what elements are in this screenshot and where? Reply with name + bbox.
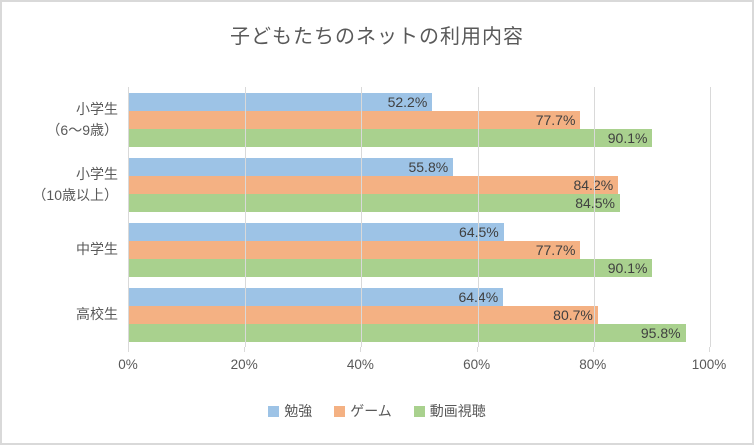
- bar-動画視聴: 84.5%: [129, 193, 620, 212]
- data-label: 52.2%: [387, 93, 428, 110]
- data-label: 84.5%: [575, 194, 615, 211]
- x-axis-tick: [476, 347, 478, 352]
- plot-area: 52.2% 77.7% 90.1% 55.8% 84.2%84.5% 64.5% 77.7%…: [128, 87, 711, 347]
- x-axis-tick: [128, 347, 129, 352]
- bar-group: 55.8% 84.2%84.5%: [129, 152, 710, 217]
- category-label: 小学生 （6〜9歳）: [46, 101, 118, 138]
- x-axis-tick: [592, 347, 594, 352]
- data-label: 84.2%: [573, 177, 618, 193]
- legend-label: ゲーム: [350, 403, 392, 419]
- legend-swatch-icon: [334, 405, 346, 417]
- legend-swatch-icon: [268, 405, 280, 417]
- bar-勉強: 64.5%: [129, 222, 504, 241]
- data-label: 80.7%: [553, 306, 593, 323]
- legend-item: ゲーム: [334, 401, 392, 421]
- gridline: [593, 87, 595, 347]
- legend-item: 動画視聴: [413, 401, 486, 421]
- chart-title: 子どもたちのネットの利用内容: [230, 26, 524, 48]
- legend-label: 動画視聴: [429, 403, 486, 419]
- x-axis-tick-label: 40%: [346, 357, 374, 372]
- gridline: [710, 87, 711, 347]
- data-label: 77.7%: [535, 111, 576, 128]
- data-label: 55.8%: [408, 158, 449, 175]
- legend-swatch-icon: [413, 405, 425, 417]
- bar-勉強: 55.8%: [129, 157, 454, 176]
- gridline: [361, 87, 363, 347]
- legend-label: 勉強: [284, 403, 313, 419]
- category-label: 小学生 （10歳以上）: [32, 166, 118, 203]
- category-label: 高校生: [76, 306, 118, 323]
- bar-ゲーム: 77.7%: [129, 240, 581, 259]
- bar-group: 52.2% 77.7% 90.1%: [129, 87, 710, 152]
- x-axis-tick-label: 80%: [579, 357, 607, 372]
- x-axis-tick: [360, 347, 362, 352]
- x-axis-tick: [244, 347, 246, 352]
- bar-動画視聴: 95.8%: [129, 323, 686, 342]
- legend: 勉強 ゲーム 動画視聴: [2, 401, 752, 421]
- bar-動画視聴: 90.1%: [129, 258, 653, 277]
- bar-ゲーム: 84.2%: [129, 175, 619, 194]
- x-axis-tick-label: 60%: [463, 357, 491, 372]
- gridline: [245, 87, 247, 347]
- x-axis-tick-label: 0%: [118, 357, 138, 372]
- bar-勉強: 52.2%: [129, 92, 433, 111]
- bar-勉強: 64.4%: [129, 287, 504, 306]
- data-label: 90.1%: [607, 129, 648, 146]
- x-axis-tick-label: 20%: [230, 357, 258, 372]
- x-axis-tick: [709, 347, 710, 352]
- bar-group: 64.4% 80.7% 95.8%: [129, 282, 710, 347]
- bar-ゲーム: 77.7%: [129, 110, 581, 129]
- data-label: 64.4%: [458, 289, 503, 305]
- gridline: [477, 87, 479, 347]
- bar-動画視聴: 90.1%: [129, 128, 653, 147]
- bar-ゲーム: 80.7%: [129, 305, 598, 324]
- category-label: 中学生: [76, 241, 118, 258]
- legend-item: 勉強: [268, 401, 312, 421]
- data-label: 90.1%: [607, 259, 648, 276]
- data-label: 64.5%: [459, 223, 499, 240]
- bar-group: 64.5% 77.7% 90.1%: [129, 217, 710, 282]
- data-label: 95.8%: [640, 324, 681, 341]
- x-axis-tick-label: 100%: [691, 357, 727, 372]
- data-label: 77.7%: [535, 241, 576, 258]
